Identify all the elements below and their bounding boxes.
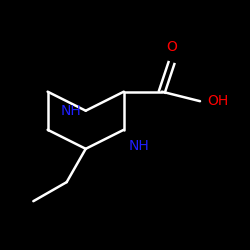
Text: O: O (166, 40, 177, 54)
Text: NH: NH (128, 139, 149, 153)
Text: OH: OH (207, 94, 229, 108)
Text: NH: NH (60, 104, 81, 118)
